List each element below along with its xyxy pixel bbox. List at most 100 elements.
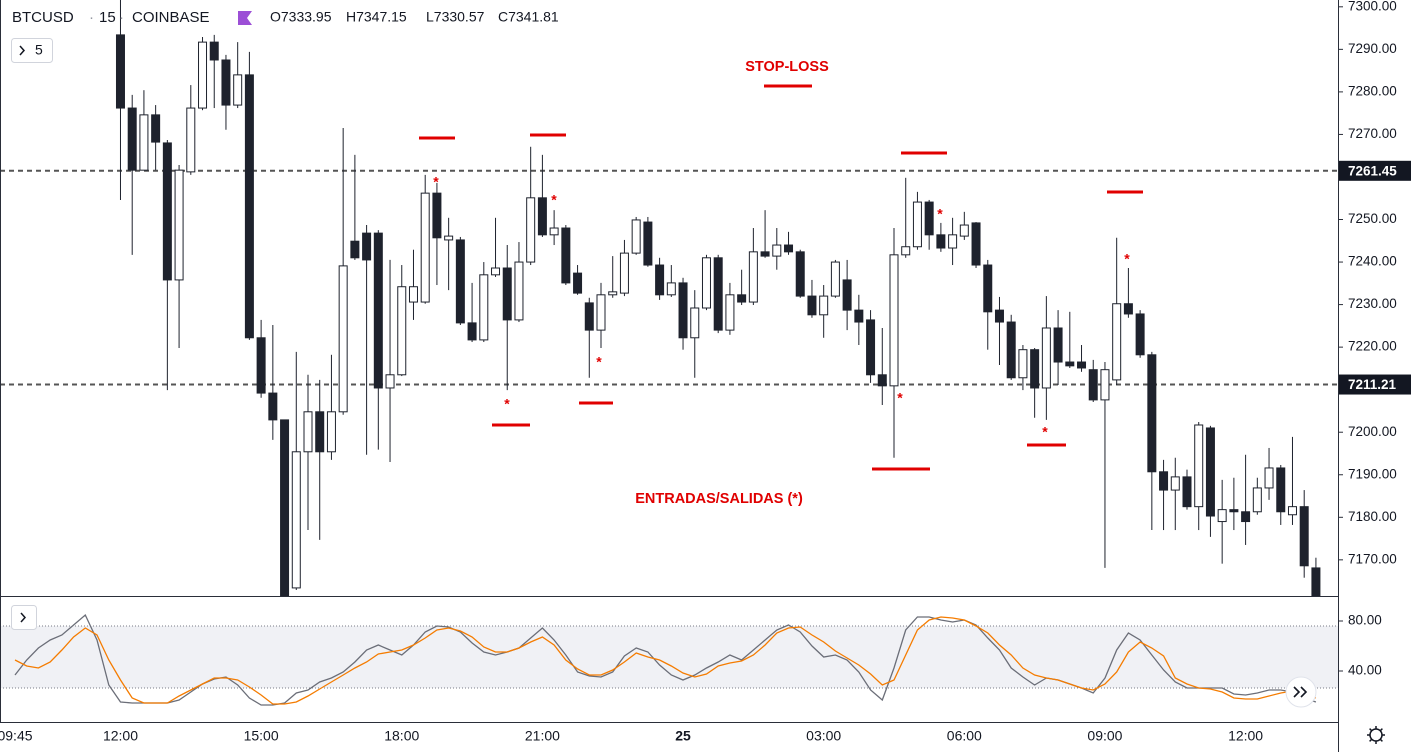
entry-marker: * (596, 354, 602, 370)
candle-body (959, 224, 969, 237)
y-tick-label: 7240.00 (1348, 254, 1397, 269)
candle-body (385, 374, 395, 389)
candle-body (608, 291, 618, 296)
scroll-button[interactable] (1285, 676, 1317, 708)
candle-body (619, 252, 629, 294)
settings-icon[interactable] (1367, 726, 1385, 744)
candle-body (1276, 467, 1286, 513)
candle-body (1159, 471, 1169, 491)
candle-body (467, 322, 477, 341)
candle-body (819, 295, 829, 316)
entry-marker: * (1042, 424, 1048, 440)
x-tick-label: 18:00 (384, 728, 419, 744)
price-level-badge (1339, 160, 1411, 181)
entry-marker: * (937, 206, 943, 222)
candle-body (1065, 361, 1075, 367)
entry-marker: * (504, 396, 510, 412)
candle-body (362, 232, 372, 261)
entry-marker: * (551, 192, 557, 208)
candle-body (1088, 369, 1098, 401)
toggle-box[interactable] (11, 38, 53, 63)
oscillator-toggle[interactable] (11, 605, 37, 630)
y-tick-label: 7220.00 (1348, 339, 1397, 354)
x-tick-label: 09:45 (0, 728, 33, 744)
header: BTCUSD · 15 · COINBASE O7333.95 H7347.15… (11, 9, 559, 63)
candle-body (561, 227, 571, 284)
candle-body (666, 282, 676, 296)
candle-body (350, 240, 360, 259)
chevron (20, 612, 27, 623)
indicators-toggle[interactable]: 5 (11, 38, 53, 63)
candle-body (491, 267, 501, 276)
separator: · (89, 9, 94, 26)
candle-body (912, 201, 922, 248)
candle-body (455, 239, 465, 324)
candle-body (877, 374, 887, 387)
y-tick-label: 40.00 (1348, 663, 1382, 678)
candle-body (198, 41, 208, 109)
interval: 15 (99, 9, 116, 26)
candle-body (303, 411, 313, 453)
candle-body (514, 261, 524, 321)
scroll-to-realtime[interactable] (1285, 676, 1317, 708)
candle-body (1135, 313, 1145, 356)
candle-body (737, 294, 747, 303)
candle-body (1041, 327, 1051, 389)
candle-body (901, 246, 911, 256)
x-tick-label: 12:00 (103, 728, 138, 744)
oscillator-line (14, 613, 1317, 706)
candle-body (537, 197, 547, 236)
candle-body (842, 279, 852, 311)
candle-body (549, 227, 559, 236)
annotation: ENTRADAS/SALIDAS (*) (635, 491, 803, 507)
candle-body (244, 74, 254, 339)
chevron (19, 45, 26, 56)
oscillator-pane (0, 613, 1338, 706)
candle-body (772, 244, 782, 257)
candle-body (971, 222, 981, 266)
x-tick-label: 06:00 (947, 728, 982, 744)
candle-body (1194, 424, 1204, 508)
candle-body (209, 41, 219, 61)
candle-body (701, 257, 711, 309)
candle-body (174, 169, 184, 281)
candle-body (584, 302, 594, 331)
candle-body (338, 265, 348, 413)
y-tick-label: 7250.00 (1348, 211, 1397, 226)
candle-body (1217, 509, 1227, 523)
candle-body (1229, 509, 1239, 513)
candle-body (573, 272, 583, 294)
y-tick-label: 7300.00 (1348, 0, 1397, 13)
candle-body (1241, 511, 1251, 523)
candle-body (233, 74, 243, 106)
price-level-label: 7211.21 (1348, 377, 1397, 392)
y-tick-label: 7180.00 (1348, 509, 1397, 524)
candle-body (1299, 506, 1309, 567)
x-tick-label: 21:00 (525, 728, 560, 744)
candle-body (479, 274, 489, 341)
y-tick-label: 7230.00 (1348, 296, 1397, 311)
y-tick-label: 7270.00 (1348, 126, 1397, 141)
candle-body (526, 197, 536, 263)
y-tick-label: 7280.00 (1348, 83, 1397, 98)
x-tick-label: 09:00 (1087, 728, 1122, 744)
candle-body (326, 411, 336, 453)
candle-body (1182, 476, 1192, 508)
oscillator-line (14, 616, 1317, 705)
double-chevron (1293, 686, 1308, 698)
candle-body (596, 294, 606, 331)
candle-body (1006, 321, 1016, 379)
symbol: BTCUSD (12, 9, 74, 26)
candle-body (795, 251, 805, 297)
candle-body (221, 59, 231, 106)
x-tick-label: 03:00 (806, 728, 841, 744)
candle-body (948, 234, 958, 249)
y-tick-label: 7290.00 (1348, 41, 1397, 56)
candle-body (1170, 476, 1180, 491)
candle-body (1252, 487, 1262, 513)
candle-body (1030, 349, 1040, 389)
flag-icon[interactable] (238, 11, 252, 25)
candle-body (1018, 349, 1028, 379)
